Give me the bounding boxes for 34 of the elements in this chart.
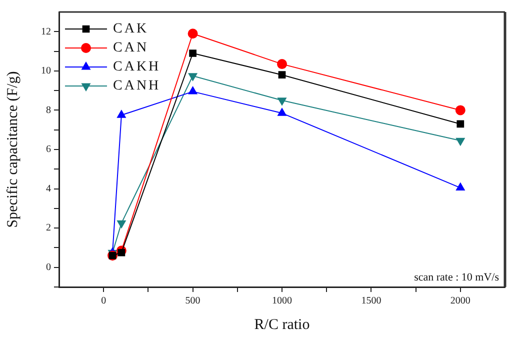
legend-label: CANH	[113, 78, 161, 94]
y-axis-title: Specific capacitance (F/g)	[4, 71, 21, 228]
y-tick-label: 12	[41, 26, 51, 38]
point	[118, 248, 126, 256]
x-tick-label: 1000	[272, 296, 292, 307]
y-tick-label: 10	[41, 66, 51, 77]
legend-label: CAK	[113, 22, 149, 37]
point	[278, 71, 286, 79]
point	[278, 98, 286, 106]
x-tick-label: 2000	[450, 296, 470, 307]
point	[117, 110, 126, 118]
point	[278, 108, 286, 116]
annotation: scan rate : 10 mV/s	[414, 271, 499, 284]
point	[188, 86, 198, 94]
y-tick-label: 0	[46, 262, 51, 273]
legend-label: CAN	[113, 40, 149, 56]
point	[117, 220, 126, 228]
y-tick-label: 6	[46, 144, 51, 156]
point	[456, 138, 465, 146]
point	[456, 120, 464, 128]
x-tick-label: 1500	[361, 296, 382, 307]
y-tick-label: 2	[46, 222, 51, 234]
y-tick-label: 8	[46, 104, 51, 116]
y-tick-label: 4	[46, 183, 51, 194]
x-axis-title: R/C ratio	[254, 316, 310, 333]
point	[277, 59, 287, 70]
point	[456, 182, 465, 191]
point	[188, 28, 198, 39]
point	[188, 73, 198, 81]
point	[455, 105, 466, 116]
point	[189, 50, 196, 57]
legend-label: CAKH	[113, 60, 161, 75]
x-tick-label: 0	[101, 296, 106, 307]
x-tick-label: 500	[185, 296, 200, 307]
